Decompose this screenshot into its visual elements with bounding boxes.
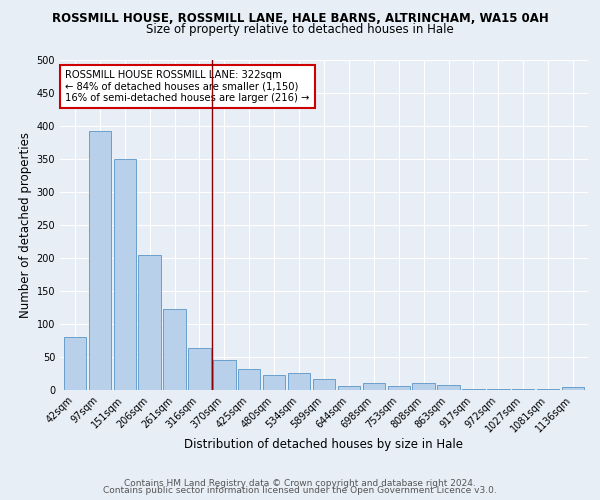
Bar — [139, 256, 161, 390]
Bar — [238, 369, 260, 390]
Bar — [213, 360, 236, 390]
Bar — [437, 384, 460, 390]
X-axis label: Distribution of detached houses by size in Hale: Distribution of detached houses by size … — [185, 438, 464, 452]
Bar — [462, 388, 485, 390]
Text: ROSSMILL HOUSE ROSSMILL LANE: 322sqm
← 84% of detached houses are smaller (1,150: ROSSMILL HOUSE ROSSMILL LANE: 322sqm ← 8… — [65, 70, 310, 103]
Bar — [412, 384, 435, 390]
Bar — [89, 130, 111, 390]
Bar — [362, 384, 385, 390]
Bar — [188, 348, 211, 390]
Bar — [338, 386, 360, 390]
Text: Contains HM Land Registry data © Crown copyright and database right 2024.: Contains HM Land Registry data © Crown c… — [124, 478, 476, 488]
Bar — [288, 373, 310, 390]
Text: ROSSMILL HOUSE, ROSSMILL LANE, HALE BARNS, ALTRINCHAM, WA15 0AH: ROSSMILL HOUSE, ROSSMILL LANE, HALE BARN… — [52, 12, 548, 26]
Bar — [388, 386, 410, 390]
Bar — [113, 159, 136, 390]
Bar — [64, 337, 86, 390]
Bar — [313, 380, 335, 390]
Bar — [562, 388, 584, 390]
Y-axis label: Number of detached properties: Number of detached properties — [19, 132, 32, 318]
Bar — [263, 375, 286, 390]
Text: Size of property relative to detached houses in Hale: Size of property relative to detached ho… — [146, 22, 454, 36]
Text: Contains public sector information licensed under the Open Government Licence v3: Contains public sector information licen… — [103, 486, 497, 495]
Bar — [163, 309, 186, 390]
